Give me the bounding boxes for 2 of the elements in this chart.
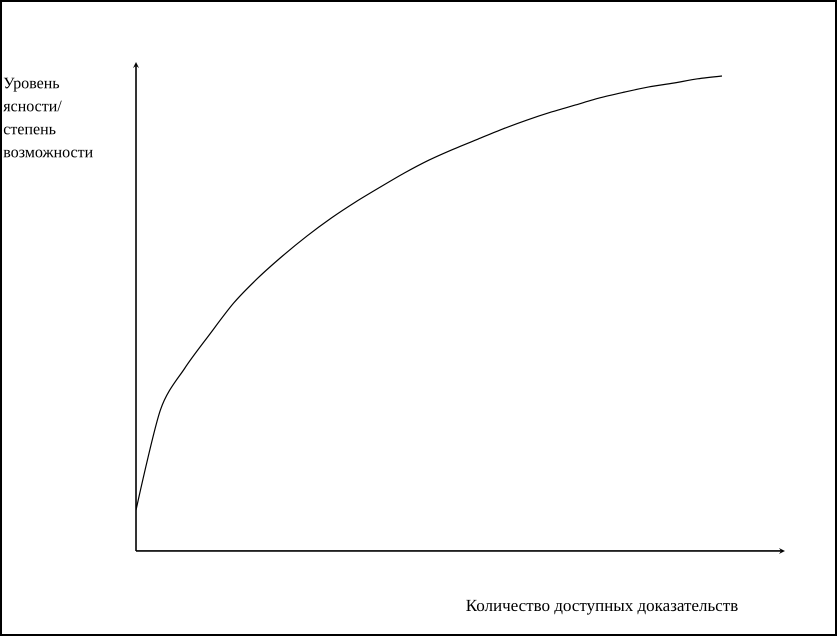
x-axis-title: Количество доступных доказательств (466, 600, 738, 615)
y-axis-title: Уровень ясности/ степень возможности (3, 78, 93, 158)
